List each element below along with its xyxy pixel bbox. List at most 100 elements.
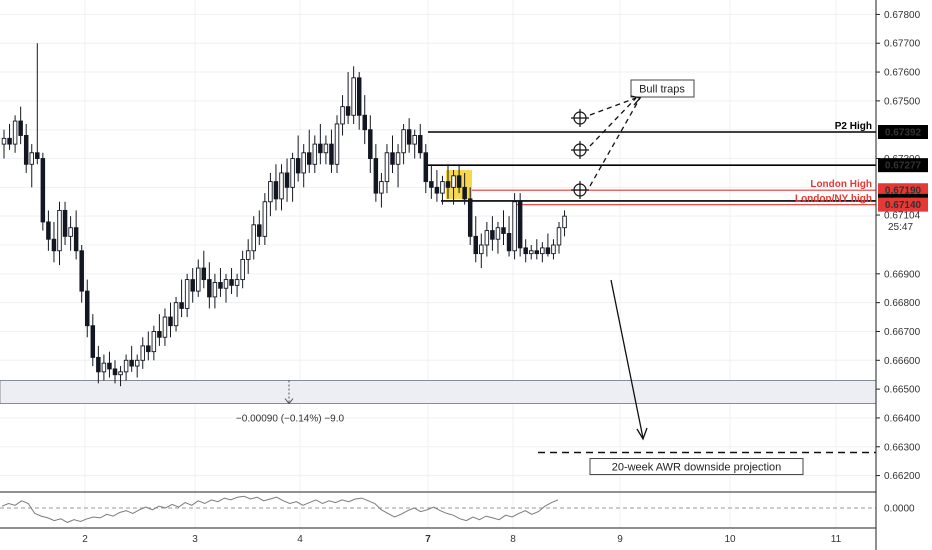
- candle-body: [84, 290, 90, 327]
- candle-body: [423, 152, 429, 183]
- candle-body: [23, 135, 29, 165]
- time-tick-label: 4: [297, 534, 303, 545]
- candle-body: [118, 371, 123, 376]
- candle-body: [517, 201, 523, 249]
- candle-body: [107, 362, 112, 370]
- candle-body: [534, 250, 540, 255]
- candle-body: [318, 143, 323, 154]
- measure-label: −0.00090 (−0.14%) −9.0: [236, 414, 345, 425]
- trap-arrow: [589, 97, 637, 116]
- candle-body: [195, 267, 201, 292]
- candles-layer: [1, 43, 567, 387]
- candle-body: [35, 152, 40, 159]
- trap-arrow: [589, 97, 637, 147]
- candle-body: [390, 152, 395, 165]
- price-tick-label: 0.66600: [884, 356, 921, 367]
- candle-body: [406, 129, 412, 145]
- candle-body: [362, 114, 368, 131]
- candle-body: [429, 181, 434, 188]
- candle-body: [556, 227, 562, 246]
- candle-body: [412, 135, 417, 145]
- price-tag-label: 0.67392: [885, 128, 922, 139]
- candle-body: [68, 227, 73, 237]
- candle-body: [501, 227, 506, 234]
- countdown-label: 25:47: [888, 222, 913, 233]
- projection-box: [589, 458, 804, 476]
- candle-body: [445, 181, 451, 188]
- grid: [0, 0, 876, 528]
- candle-body: [301, 152, 306, 174]
- candle-body: [112, 368, 118, 376]
- price-tick-label: 0.67800: [884, 10, 921, 21]
- candle-body: [295, 158, 301, 174]
- trap-arrowhead: [630, 95, 642, 106]
- candle-body: [551, 244, 556, 255]
- price-tag-label: 0.67140: [885, 200, 922, 211]
- candle-body: [12, 120, 18, 145]
- candle-body: [373, 158, 379, 194]
- candle-body: [479, 244, 484, 255]
- candle-body: [523, 247, 528, 255]
- support-zone: [0, 380, 877, 404]
- candle-body: [384, 152, 390, 183]
- candle-body: [57, 209, 62, 252]
- candle-body: [456, 175, 462, 188]
- candle-body: [73, 227, 79, 252]
- time-tick-label: 8: [510, 534, 516, 545]
- annotations-layer: Bull traps 20-week AWR downside projectio…: [538, 79, 876, 476]
- candle-body: [368, 129, 373, 159]
- time-tick-label: 9: [617, 534, 623, 545]
- candle-body: [467, 198, 473, 237]
- time-tick-label: 3: [192, 534, 198, 545]
- levels-layer: P2 High London High London/NY high: [428, 121, 876, 206]
- candle-body: [123, 359, 129, 373]
- projection-label: 20-week AWR downside projection: [612, 462, 782, 474]
- candle-body: [340, 106, 345, 125]
- candle-body: [96, 356, 101, 373]
- candle-body: [229, 279, 234, 286]
- candle-body: [268, 181, 273, 203]
- candle-body: [451, 175, 456, 188]
- candle-body: [462, 186, 467, 200]
- bull-traps-box: [630, 79, 695, 98]
- price-tick-label: 0.66500: [884, 385, 921, 396]
- candle-body: [262, 201, 268, 237]
- bull-traps-label: Bull traps: [639, 84, 685, 96]
- candle-body: [46, 221, 51, 240]
- candle-body: [529, 250, 534, 255]
- candle-body: [140, 345, 145, 361]
- candle-body: [207, 279, 212, 298]
- price-tick-label: 0.67104: [884, 211, 921, 222]
- price-tick-label: 0.67700: [884, 39, 921, 50]
- candle-body: [562, 215, 567, 229]
- price-tick-label: 0.66700: [884, 327, 921, 338]
- candle-body: [168, 316, 173, 327]
- candle-body: [190, 279, 195, 292]
- candle-body: [257, 224, 262, 237]
- price-tick-label: 0.66200: [884, 471, 921, 482]
- candle-body: [51, 238, 57, 252]
- candle-body: [284, 172, 290, 188]
- time-tick-label: 7: [425, 534, 431, 545]
- candle-body: [129, 359, 134, 367]
- candle-body: [251, 224, 256, 252]
- candle-body: [307, 152, 312, 165]
- candle-body: [201, 267, 207, 281]
- measure-arrow: [284, 398, 294, 405]
- candle-body: [418, 135, 423, 154]
- candle-body: [323, 143, 329, 154]
- candle-body: [290, 158, 295, 188]
- candle-body: [162, 316, 168, 338]
- price-tag: [878, 158, 928, 173]
- candle-body: [157, 331, 162, 338]
- level-label: P2 High: [835, 121, 872, 132]
- candle-body: [395, 152, 401, 165]
- candle-body: [401, 129, 406, 154]
- candle-body: [506, 233, 512, 252]
- candle-body: [134, 359, 140, 367]
- price-tick-label: 0.67600: [884, 68, 921, 79]
- candle-body: [62, 209, 68, 237]
- indicator-tick-label: 0.0000: [884, 504, 915, 515]
